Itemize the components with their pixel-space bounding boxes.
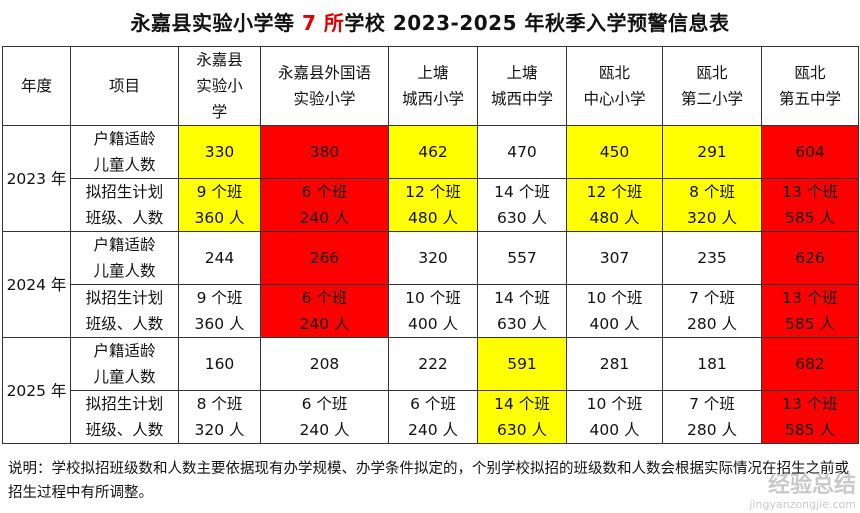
data-cell: 13 个班 585 人 [761,284,859,338]
header-row: 年度 项目 永嘉县 实验小 学 永嘉县外国语 实验小学 上塘 城西小学 上塘 城… [2,46,859,126]
data-cell: 266 [260,231,389,285]
data-cell: 8 个班 320 人 [662,178,762,232]
header-cell: 永嘉县 实验小 学 [178,46,261,126]
header-cell: 上塘 城西中学 [477,46,567,126]
data-cell: 8 个班 320 人 [178,390,261,444]
data-cell: 626 [761,231,859,285]
enrollment-warning-table: 年度 项目 永嘉县 实验小 学 永嘉县外国语 实验小学 上塘 城西小学 上塘 城… [2,46,859,444]
data-cell: 12 个班 480 人 [566,178,663,232]
data-cell: 6 个班 240 人 [260,390,389,444]
data-cell: 682 [761,337,859,391]
data-cell: 14 个班 630 人 [477,390,567,444]
data-cell: 6 个班 240 人 [260,178,389,232]
data-cell: 13 个班 585 人 [761,390,859,444]
data-cell: 330 [178,125,261,179]
data-cell: 208 [260,337,389,391]
data-cell: 9 个班 360 人 [178,178,261,232]
data-cell: 222 [388,337,478,391]
table-row: 2024 年户籍适龄 儿童人数 244 266 320 557 307 235 626 [2,231,859,338]
data-cell: 380 [260,125,389,179]
title-number: 7 所 [302,11,345,35]
footnote: 说明：学校拟招班级数和人数主要依据现有办学规模、办学条件拟定的，个别学校拟招的班… [8,461,849,501]
year-label: 2024 年 [2,231,71,338]
header-cell: 瓯北 中心小学 [566,46,663,126]
data-cell: 14 个班 630 人 [477,284,567,338]
data-cell: 10 个班 400 人 [388,284,478,338]
data-cell: 10 个班 400 人 [566,284,663,338]
data-cell: 13 个班 585 人 [761,178,859,232]
data-cell: 7 个班 280 人 [662,390,762,444]
header-cell: 项目 [70,46,179,126]
data-cell: 7 个班 280 人 [662,284,762,338]
item-label: 户籍适龄 儿童人数 [70,337,179,391]
data-cell: 281 [566,337,663,391]
item-label: 户籍适龄 儿童人数 [70,125,179,179]
data-cell: 604 [761,125,859,179]
watermark-url: jingyanzongjie.com [749,498,856,511]
data-cell: 450 [566,125,663,179]
data-cell: 14 个班 630 人 [477,178,567,232]
item-label: 拟招生计划 班级、人数 [70,390,179,444]
data-cell: 462 [388,125,478,179]
year-label: 2025 年 [2,337,71,444]
data-cell: 6 个班 240 人 [260,284,389,338]
watermark-text: 经验总结 [767,473,856,498]
header-cell: 瓯北 第五中学 [761,46,859,126]
header-cell: 年度 [2,46,71,126]
header-cell: 瓯北 第二小学 [662,46,762,126]
data-cell: 470 [477,125,567,179]
item-label: 户籍适龄 儿童人数 [70,231,179,285]
page-title: 永嘉县实验小学等 7 所学校 2023-2025 年秋季入学预警信息表 [0,0,860,46]
data-cell: 6 个班 240 人 [388,390,478,444]
data-cell: 320 [388,231,478,285]
header-cell: 永嘉县外国语 实验小学 [260,46,389,126]
data-cell: 557 [477,231,567,285]
data-cell: 244 [178,231,261,285]
data-cell: 591 [477,337,567,391]
header-cell: 上塘 城西小学 [388,46,478,126]
year-label: 2023 年 [2,125,71,232]
data-cell: 235 [662,231,762,285]
item-label: 拟招生计划 班级、人数 [70,178,179,232]
title-suffix: 学校 2023-2025 年秋季入学预警信息表 [344,11,730,35]
table-row: 2025 年户籍适龄 儿童人数 160 208 222 591 281 181 682 [2,337,859,444]
data-cell: 181 [662,337,762,391]
item-label: 拟招生计划 班级、人数 [70,284,179,338]
watermark: 经验总结 jingyanzongjie.com [749,473,856,512]
data-cell: 291 [662,125,762,179]
data-cell: 160 [178,337,261,391]
table-row: 2023 年户籍适龄 儿童人数 330 380 462 470 450 291 604 [2,125,859,232]
title-prefix: 永嘉县实验小学等 [130,11,302,35]
data-cell: 10 个班 400 人 [566,390,663,444]
data-cell: 9 个班 360 人 [178,284,261,338]
data-cell: 12 个班 480 人 [388,178,478,232]
data-cell: 307 [566,231,663,285]
